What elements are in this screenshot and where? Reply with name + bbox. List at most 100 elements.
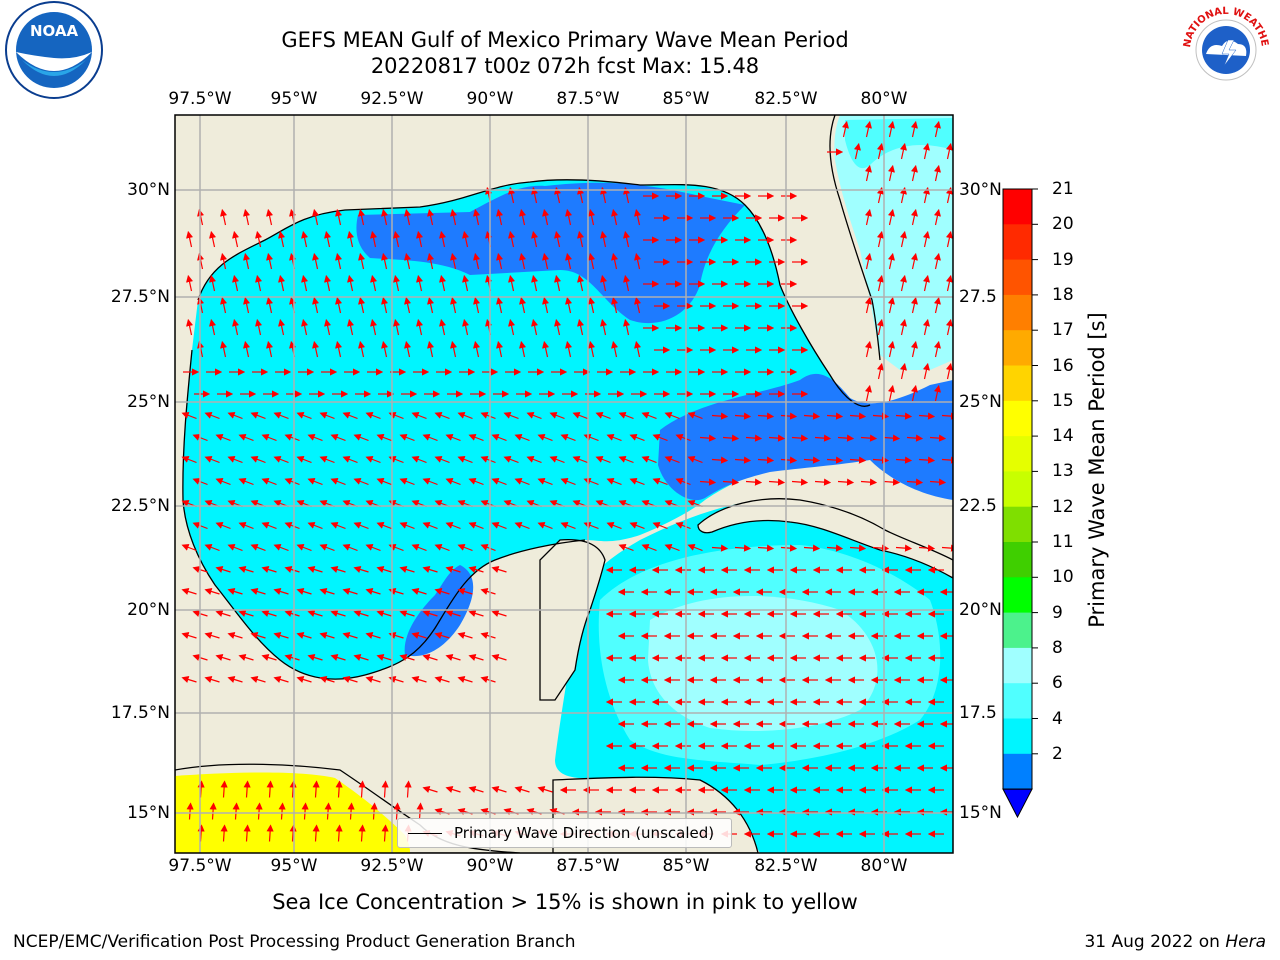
wave-arrow — [284, 610, 300, 617]
wave-arrow — [910, 120, 918, 138]
wave-arrow — [365, 588, 381, 595]
wave-arrow — [922, 362, 930, 380]
wave-arrow — [491, 654, 507, 661]
wave-arrow — [542, 252, 550, 270]
wave-arrow — [910, 296, 918, 314]
wave-arrow — [537, 786, 553, 793]
colorbar-tick-label: 9 — [1052, 602, 1063, 623]
wave-arrow — [457, 632, 473, 639]
wave-arrow — [560, 521, 576, 530]
wave-arrow — [278, 802, 286, 820]
wave-arrow — [399, 610, 415, 617]
wave-arrow — [411, 411, 427, 420]
wave-arrow — [284, 566, 300, 573]
wave-arrow — [250, 632, 266, 639]
wave-arrow — [508, 186, 516, 204]
wave-arrow — [864, 164, 872, 182]
wave-arrow — [814, 478, 832, 486]
wave-arrow — [922, 230, 930, 248]
wave-arrow — [468, 786, 484, 793]
wave-arrow — [941, 544, 953, 552]
wave-arrow — [243, 824, 251, 842]
wave-arrow — [181, 543, 197, 552]
wave-arrow — [307, 654, 323, 661]
wave-arrow — [780, 544, 798, 552]
wave-arrow — [876, 318, 884, 336]
lat-tick-right: 30°N — [959, 180, 1002, 200]
wave-arrow — [370, 318, 378, 336]
wave-arrow — [296, 411, 312, 420]
wave-arrow — [560, 477, 576, 486]
wave-arrow — [266, 780, 274, 798]
wave-arrow — [554, 186, 562, 204]
wave-arrow — [330, 566, 346, 573]
wave-arrow — [480, 588, 496, 595]
colorbar-swatch — [1003, 259, 1032, 296]
wave-arrow — [468, 433, 484, 442]
colorbar-tick-label: 4 — [1052, 708, 1063, 729]
wave-arrow — [899, 274, 907, 292]
wave-arrow — [595, 411, 611, 420]
wave-arrow — [243, 208, 251, 226]
wave-arrow — [411, 632, 427, 639]
lat-tick-left: 30°N — [127, 180, 170, 200]
wave-arrow — [347, 802, 355, 820]
wave-arrow — [324, 318, 332, 336]
wave-arrow — [826, 544, 844, 552]
wave-arrow — [186, 318, 194, 336]
wave-direction-arrows — [181, 120, 953, 842]
wave-arrow — [514, 521, 530, 530]
wave-arrow — [887, 208, 895, 226]
wave-arrow — [572, 411, 588, 420]
wave-arrow — [745, 478, 763, 486]
wave-arrow — [250, 455, 266, 464]
wave-arrow — [473, 340, 481, 358]
wave-arrow — [209, 274, 217, 292]
wave-arrow — [549, 411, 565, 420]
wave-arrow — [227, 676, 243, 683]
colorbar-swatch — [1003, 189, 1032, 225]
wave-arrow — [347, 318, 355, 336]
wave-arrow — [416, 802, 424, 820]
colorbar-swatch — [1003, 718, 1032, 755]
wave-arrow — [634, 208, 642, 226]
wave-arrow — [849, 544, 867, 552]
wave-arrow — [215, 433, 231, 442]
wave-arrow — [324, 802, 332, 820]
wave-arrow — [445, 566, 461, 573]
wave-arrow — [864, 120, 872, 138]
wave-arrow — [220, 296, 228, 314]
wave-arrow — [273, 676, 289, 683]
wave-arrow — [307, 566, 323, 573]
wave-arrow — [181, 588, 197, 595]
wave-arrow — [814, 434, 832, 442]
wave-arrow — [261, 521, 277, 530]
wave-arrow — [266, 208, 274, 226]
wave-arrow — [537, 521, 553, 530]
wave-arrow — [554, 318, 562, 336]
wave-arrow — [232, 318, 240, 336]
colorbar-extend-triangle — [1002, 788, 1033, 819]
wave-arrow — [204, 588, 220, 595]
wave-arrow — [887, 296, 895, 314]
wave-arrow — [687, 411, 703, 420]
wave-arrow — [491, 521, 507, 530]
wave-arrow — [335, 208, 343, 226]
wave-arrow — [393, 230, 401, 248]
wave-arrow — [243, 296, 251, 314]
wave-arrow — [353, 566, 369, 573]
wave-arrow — [342, 543, 358, 552]
lon-tick-top: 85°W — [662, 89, 710, 109]
wave-arrow — [899, 362, 907, 380]
lon-tick-top: 92.5°W — [360, 89, 424, 109]
wave-arrow — [381, 824, 389, 842]
wave-arrow — [480, 411, 496, 420]
wave-arrow — [330, 477, 346, 486]
sea-ice-note: Sea Ice Concentration > 15% is shown in … — [272, 890, 858, 914]
wave-arrow — [227, 411, 243, 420]
wave-arrow — [255, 802, 263, 820]
lat-tick-left: 15°N — [127, 803, 170, 823]
wave-arrow — [404, 208, 412, 226]
wave-arrow — [238, 433, 254, 442]
wave-arrow — [933, 296, 941, 314]
